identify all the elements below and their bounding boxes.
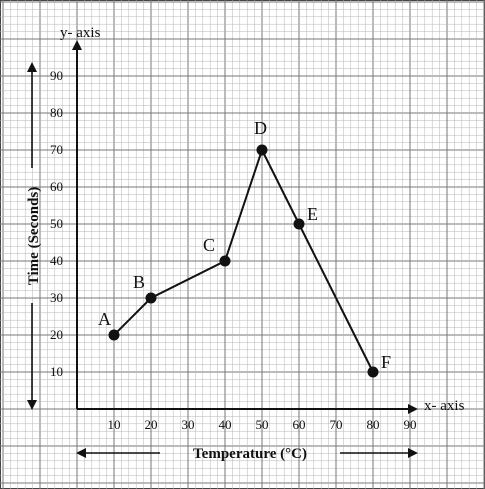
axes bbox=[72, 40, 418, 414]
y-tick-label: 40 bbox=[50, 253, 63, 268]
x-tick-label: 10 bbox=[108, 417, 121, 432]
x-tick-label: 80 bbox=[367, 417, 380, 432]
x-axis-arrow bbox=[408, 404, 418, 414]
y-tick-label: 50 bbox=[50, 216, 63, 231]
point-label: B bbox=[133, 272, 145, 292]
y-title-arrow-head-down bbox=[27, 400, 37, 410]
y-axis-name: y- axis bbox=[60, 25, 101, 41]
x-tick-label: 40 bbox=[219, 417, 232, 432]
data-point bbox=[219, 255, 231, 267]
x-title-arrow-head-left bbox=[76, 448, 86, 458]
y-tick-label: 30 bbox=[50, 290, 63, 305]
x-axis-name: x- axis bbox=[424, 398, 465, 414]
y-tick-label: 20 bbox=[50, 327, 63, 342]
data-point bbox=[108, 329, 120, 341]
y-tick-label: 10 bbox=[50, 364, 63, 379]
y-title-arrow-head-up bbox=[27, 62, 37, 72]
data-point bbox=[367, 366, 379, 378]
point-label: F bbox=[381, 352, 391, 372]
x-tick-label: 70 bbox=[330, 417, 343, 432]
y-axis-arrow bbox=[72, 40, 82, 50]
x-tick-label: 90 bbox=[404, 417, 417, 432]
data-point bbox=[256, 144, 268, 156]
data-point bbox=[293, 218, 305, 230]
y-tick-label: 70 bbox=[50, 142, 63, 157]
point-label: C bbox=[203, 235, 215, 255]
axis-labels: y- axis x- axis Temperature (°C) Time (S… bbox=[26, 25, 465, 462]
data-point bbox=[145, 292, 157, 304]
point-label: E bbox=[307, 204, 318, 224]
y-tick-label: 90 bbox=[50, 68, 63, 83]
tick-labels: 10 20 30 40 50 60 70 80 90 10 20 30 40 50 60 70 80 90 bbox=[50, 68, 417, 432]
x-tick-label: 20 bbox=[145, 417, 158, 432]
series-line bbox=[113, 147, 374, 373]
x-title-arrow-head-right bbox=[408, 448, 418, 458]
x-axis-title: Temperature (°C) bbox=[193, 446, 307, 462]
x-tick-label: 50 bbox=[256, 417, 269, 432]
y-tick-label: 60 bbox=[50, 179, 63, 194]
y-tick-label: 80 bbox=[50, 105, 63, 120]
y-axis-title: Time (Seconds) bbox=[26, 187, 42, 285]
point-label: D bbox=[254, 118, 267, 138]
point-label: A bbox=[98, 309, 111, 329]
x-tick-label: 30 bbox=[182, 417, 195, 432]
x-tick-label: 60 bbox=[293, 417, 306, 432]
data-series: A B C D E F bbox=[98, 118, 391, 378]
